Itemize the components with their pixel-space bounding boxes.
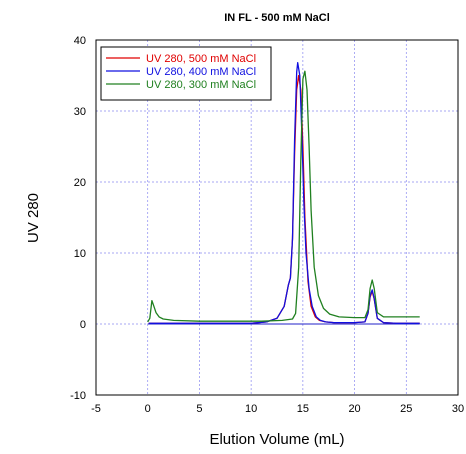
y-tick-label: -10 [70,390,86,402]
legend-label-3: UV 280, 300 mM NaCl [146,79,256,91]
x-tick-labels: -5 0 5 10 15 20 25 30 [91,403,464,415]
y-tick-label: 10 [74,248,86,260]
y-tick-labels: -10 0 10 20 30 40 [70,35,86,402]
x-axis-label: Elution Volume (mL) [209,431,344,448]
series-line-2 [148,62,420,324]
x-tick-label: 20 [348,403,360,415]
legend-box [100,46,272,101]
x-tick-label: 10 [245,403,257,415]
y-tick-label: 0 [80,319,86,331]
y-tick-label: 30 [74,106,86,118]
series-group [147,62,420,324]
x-tick-label: 0 [145,403,151,415]
legend-label-2: UV 280, 400 mM NaCl [146,66,256,78]
x-tick-label: 15 [297,403,309,415]
chart-title: IN FL - 500 mM NaCl [224,12,330,24]
y-tick-label: 40 [74,35,86,47]
x-tick-label: 30 [452,403,464,415]
x-tick-label: -5 [91,403,101,415]
x-tick-label: 25 [400,403,412,415]
legend-label-1: UV 280, 500 mM NaCl [146,53,256,65]
y-axis-label: UV 280 [25,193,42,243]
x-tick-label: 5 [196,403,202,415]
series-line-3 [147,70,420,323]
y-tick-label: 20 [74,177,86,189]
plot-frame [95,39,459,396]
